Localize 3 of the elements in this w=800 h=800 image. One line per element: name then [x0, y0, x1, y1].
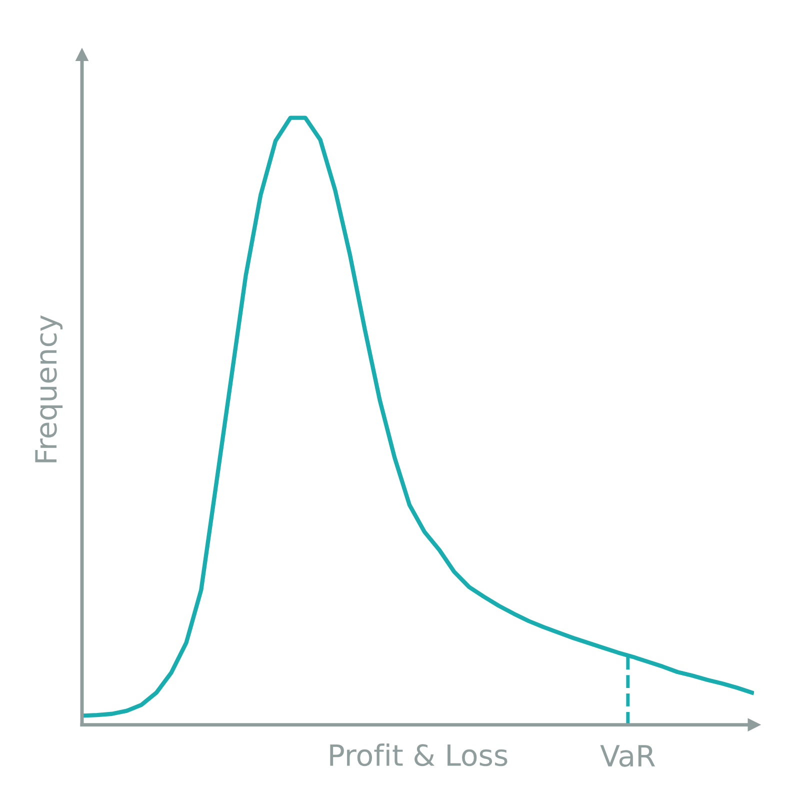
x-axis-title: Profit & Loss	[330, 744, 508, 766]
text: VaR	[600, 745, 655, 767]
y-axis-title: Frequency	[35, 315, 63, 462]
